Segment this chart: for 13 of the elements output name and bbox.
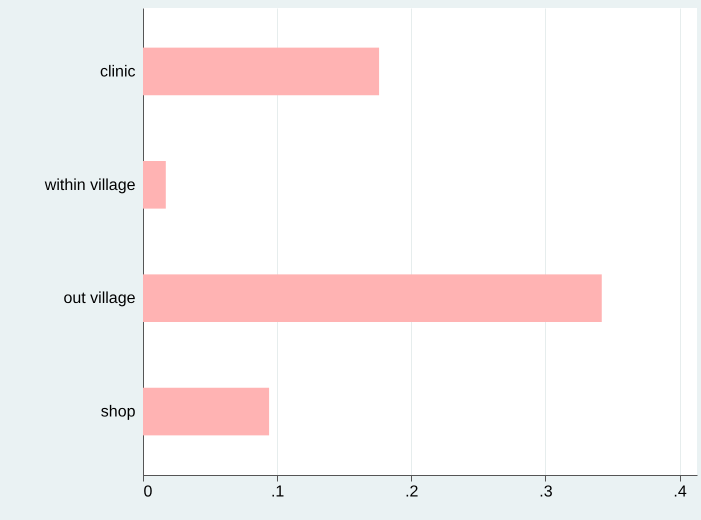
y-tick-label: shop: [100, 404, 136, 421]
x-tick-label: .2: [405, 484, 419, 500]
bar: [143, 388, 270, 436]
y-tick-label: clinic: [100, 63, 136, 80]
y-tick-label: out village: [63, 290, 136, 308]
bar: [143, 274, 602, 322]
x-tick-label: .1: [270, 484, 284, 500]
bar: [143, 161, 166, 209]
x-tick-label: .3: [539, 484, 553, 500]
x-tick-label: 0: [144, 484, 152, 500]
x-tick-label: .4: [673, 484, 687, 500]
y-tick-label: within village: [44, 176, 136, 194]
bar: [143, 48, 380, 96]
